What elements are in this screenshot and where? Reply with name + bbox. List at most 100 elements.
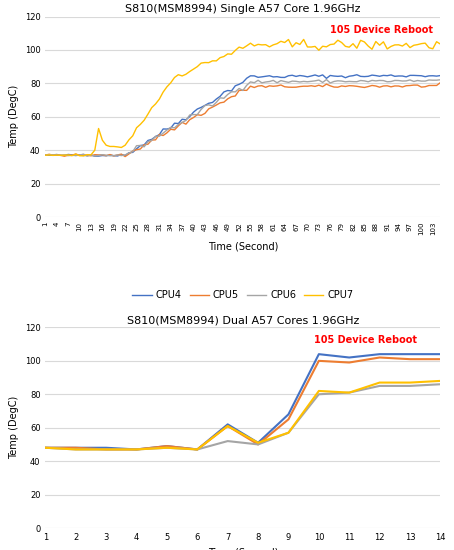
CPU6 — [198, 106, 204, 113]
CPU6 — [217, 95, 223, 101]
CPU6 — [195, 446, 200, 453]
CPU6 — [164, 444, 170, 451]
CPU7 — [46, 152, 52, 158]
CPU7 — [255, 439, 261, 446]
CPU4 — [346, 354, 352, 361]
CPU6 — [84, 153, 90, 159]
CPU7 — [104, 446, 109, 453]
CPU5 — [225, 423, 231, 430]
CPU6 — [46, 151, 52, 158]
CPU6 — [225, 438, 231, 444]
CPU7 — [346, 389, 352, 396]
CPU6 — [104, 446, 109, 453]
CPU6 — [335, 78, 340, 84]
Y-axis label: Temp (DegC): Temp (DegC) — [9, 85, 19, 148]
Line: CPU7: CPU7 — [45, 40, 440, 156]
CPU4 — [92, 153, 98, 159]
CPU7 — [195, 446, 200, 453]
CPU7 — [407, 379, 413, 386]
CPU4 — [104, 444, 109, 451]
CPU5 — [46, 151, 52, 158]
CPU4 — [407, 351, 413, 358]
CPU7 — [99, 137, 105, 144]
CPU4 — [198, 104, 204, 111]
Legend: CPU4, CPU5, CPU6, CPU7: CPU4, CPU5, CPU6, CPU7 — [128, 286, 357, 304]
CPU4 — [316, 351, 321, 358]
CPU4 — [217, 93, 223, 100]
Y-axis label: Temp (DegC): Temp (DegC) — [9, 396, 19, 459]
CPU4 — [438, 72, 443, 79]
Line: CPU5: CPU5 — [45, 358, 440, 449]
CPU7 — [438, 41, 443, 47]
CPU7 — [81, 152, 86, 159]
CPU7 — [316, 388, 321, 394]
CPU4 — [331, 73, 337, 79]
CPU7 — [43, 152, 48, 158]
CPU5 — [255, 441, 261, 448]
CPU6 — [134, 446, 139, 453]
CPU6 — [255, 441, 261, 448]
CPU6 — [43, 152, 48, 158]
Text: 105 Device Reboot: 105 Device Reboot — [314, 336, 417, 345]
CPU7 — [438, 378, 443, 384]
CPU5 — [438, 79, 443, 86]
CPU4 — [43, 444, 48, 451]
CPU6 — [346, 389, 352, 396]
CPU4 — [46, 152, 52, 158]
CPU7 — [339, 39, 345, 46]
CPU5 — [123, 153, 128, 160]
CPU5 — [164, 443, 170, 449]
CPU4 — [438, 351, 443, 358]
CPU4 — [377, 351, 382, 358]
CPU7 — [73, 446, 79, 453]
Title: S810(MSM8994) Single A57 Core 1.96GHz: S810(MSM8994) Single A57 Core 1.96GHz — [125, 4, 360, 14]
CPU6 — [438, 76, 443, 83]
CPU6 — [339, 78, 345, 84]
Line: CPU4: CPU4 — [45, 75, 440, 156]
CPU6 — [99, 151, 105, 158]
CPU6 — [324, 76, 329, 83]
CPU7 — [43, 444, 48, 451]
CPU4 — [99, 152, 105, 159]
Line: CPU6: CPU6 — [45, 384, 440, 449]
CPU5 — [438, 356, 443, 362]
CPU6 — [438, 381, 443, 388]
Line: CPU4: CPU4 — [45, 354, 440, 449]
CPU5 — [195, 446, 200, 453]
CPU7 — [286, 430, 291, 436]
CPU5 — [134, 446, 139, 453]
X-axis label: Time (Second): Time (Second) — [207, 547, 278, 550]
CPU7 — [164, 444, 170, 451]
CPU4 — [335, 73, 340, 80]
CPU5 — [96, 152, 101, 158]
CPU5 — [377, 354, 382, 361]
CPU5 — [434, 82, 439, 89]
CPU5 — [43, 152, 48, 158]
CPU4 — [134, 446, 139, 453]
Title: S810(MSM8994) Dual A57 Cores 1.96GHz: S810(MSM8994) Dual A57 Cores 1.96GHz — [127, 315, 359, 325]
CPU6 — [407, 383, 413, 389]
CPU4 — [164, 443, 170, 449]
CPU5 — [104, 446, 109, 453]
CPU5 — [407, 356, 413, 362]
CPU4 — [43, 152, 48, 158]
CPU7 — [225, 423, 231, 430]
CPU5 — [286, 416, 291, 422]
CPU6 — [377, 383, 382, 389]
CPU7 — [198, 60, 204, 67]
CPU4 — [225, 421, 231, 428]
Text: 105 Device Reboot: 105 Device Reboot — [330, 25, 433, 35]
CPU7 — [335, 37, 340, 43]
CPU7 — [217, 54, 223, 61]
CPU5 — [73, 444, 79, 451]
CPU7 — [301, 36, 306, 43]
Line: CPU7: CPU7 — [45, 381, 440, 449]
CPU7 — [377, 379, 382, 386]
CPU5 — [43, 444, 48, 451]
CPU5 — [316, 358, 321, 364]
CPU6 — [316, 391, 321, 398]
Line: CPU5: CPU5 — [45, 82, 440, 157]
X-axis label: Time (Second): Time (Second) — [207, 241, 278, 251]
CPU5 — [335, 84, 340, 91]
CPU6 — [286, 430, 291, 436]
